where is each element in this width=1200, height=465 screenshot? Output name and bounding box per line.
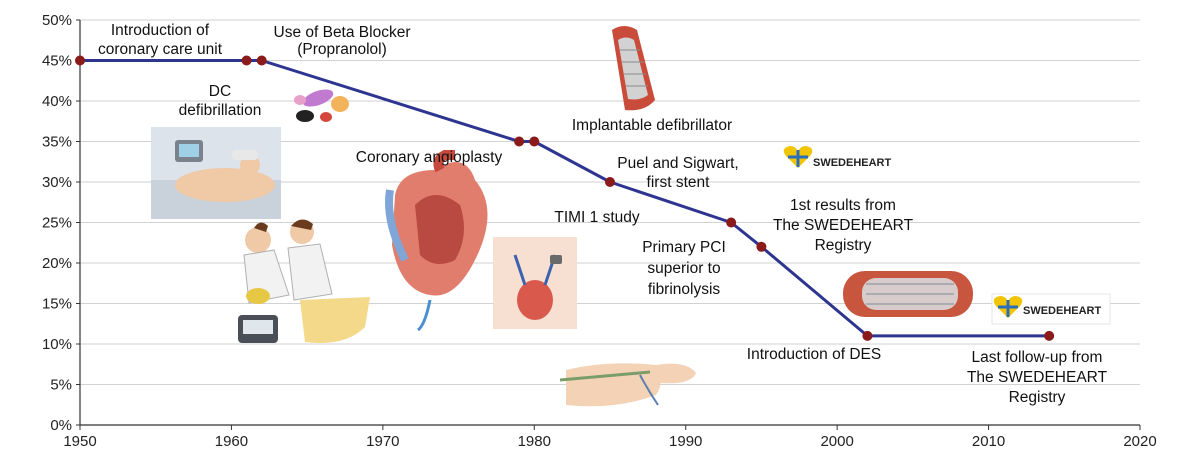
annotation-line: (Propranolol) — [297, 41, 387, 58]
annotation-line: defibrillation — [179, 102, 262, 119]
x-tick-label: 1980 — [518, 433, 551, 450]
x-tick-label: 1970 — [366, 433, 399, 450]
annotation-label: 1st results from The SWEDEHEART Registry — [773, 197, 914, 254]
mortality-line — [80, 59, 1050, 338]
data-point — [256, 55, 267, 66]
data-point — [514, 136, 525, 147]
annotation-line: DC — [209, 83, 231, 100]
x-tick-label: 2010 — [972, 433, 1005, 450]
series-line — [80, 59, 1050, 338]
drug-eluting-stent-illustration — [843, 271, 973, 317]
annotation-line: Registry — [815, 237, 872, 254]
annotation-label: Primary PCI superior to fibrinolysis — [642, 239, 726, 298]
data-point — [529, 136, 540, 147]
cpr-illustration — [238, 219, 370, 343]
annotation-line: The SWEDEHEART — [967, 369, 1108, 386]
defibrillation-illustration — [151, 127, 281, 219]
annotation-line: Primary PCI — [642, 239, 726, 256]
y-tick-label: 5% — [50, 377, 72, 394]
heart-illustration — [385, 150, 488, 332]
annotation-line: Puel and Sigwart, — [617, 155, 739, 172]
illustrations: SWEDEHEART SWEDEHEART — [151, 26, 1111, 407]
y-tick-label: 35% — [42, 134, 72, 151]
data-point — [756, 241, 767, 252]
x-tick-label: 2000 — [820, 433, 853, 450]
annotation-label: Introduction of coronary care unit — [98, 22, 223, 58]
annotation-line: Registry — [1009, 389, 1066, 406]
annotation-line: Coronary angioplasty — [356, 149, 503, 166]
annotation-line: Introduction of — [111, 22, 210, 39]
annotation-line: superior to — [647, 260, 720, 277]
data-point — [1044, 330, 1055, 341]
annotation-label: Last follow-up from The SWEDEHEART Registr… — [967, 349, 1108, 406]
pills-illustration — [294, 89, 349, 122]
artery-stent-illustration — [612, 26, 655, 111]
axes: 0% 5% 10% 15% 20% 25% 30% 35% 40% 45% 50% 1950 1960 1… — [42, 12, 1157, 450]
hand-illustration — [559, 363, 696, 407]
series-markers — [75, 55, 1055, 341]
swedeheart-logo-1: SWEDEHEART — [783, 146, 892, 169]
swedeheart-logo-text-2: SWEDEHEART — [1023, 305, 1102, 317]
data-point — [605, 177, 615, 187]
annotation-line: coronary care unit — [98, 41, 223, 58]
annotation-label: Introduction of DES — [747, 346, 881, 363]
y-tick-label: 20% — [42, 255, 72, 272]
x-tick-label: 1950 — [63, 433, 96, 450]
swedeheart-logo-2: SWEDEHEART — [991, 293, 1111, 325]
y-tick-label: 25% — [42, 215, 72, 232]
y-tick-label: 50% — [42, 12, 72, 29]
annotation-label: Use of Beta Blocker (Propranolol) — [274, 24, 411, 58]
y-tick-label: 0% — [50, 417, 72, 434]
x-tick-label: 2020 — [1123, 433, 1156, 450]
annotation-line: fibrinolysis — [648, 281, 721, 298]
annotation-line: Introduction of DES — [747, 346, 881, 363]
y-tick-label: 10% — [42, 336, 72, 353]
data-point — [862, 330, 873, 341]
annotation-line: Use of Beta Blocker — [274, 24, 411, 41]
annotation-line: TIMI 1 study — [554, 209, 640, 226]
annotation-label: Implantable defibrillator — [572, 117, 732, 134]
swedeheart-logo-text-1: SWEDEHEART — [813, 157, 892, 169]
annotation-label: Puel and Sigwart, first stent — [617, 155, 739, 191]
y-tick-label: 15% — [42, 296, 72, 313]
data-point — [75, 55, 85, 66]
data-point — [241, 55, 252, 66]
chest-illustration — [493, 237, 577, 329]
annotation-line: Implantable defibrillator — [572, 117, 732, 134]
annotation-label: DC defibrillation — [179, 83, 262, 119]
data-point — [726, 217, 737, 228]
annotation-line: Last follow-up from — [972, 349, 1103, 366]
annotations: Introduction of coronary care unit Use of … — [98, 22, 1108, 406]
annotation-label: TIMI 1 study — [554, 209, 640, 226]
y-tick-label: 45% — [42, 53, 72, 70]
y-tick-label: 30% — [42, 174, 72, 191]
annotation-label: Coronary angioplasty — [356, 149, 503, 166]
x-tick-label: 1960 — [215, 433, 248, 450]
annotation-line: first stent — [647, 174, 711, 191]
annotation-line: 1st results from — [790, 197, 896, 214]
y-tick-label: 40% — [42, 93, 72, 110]
x-tick-label: 1990 — [669, 433, 702, 450]
annotation-line: The SWEDEHEART — [773, 217, 914, 234]
